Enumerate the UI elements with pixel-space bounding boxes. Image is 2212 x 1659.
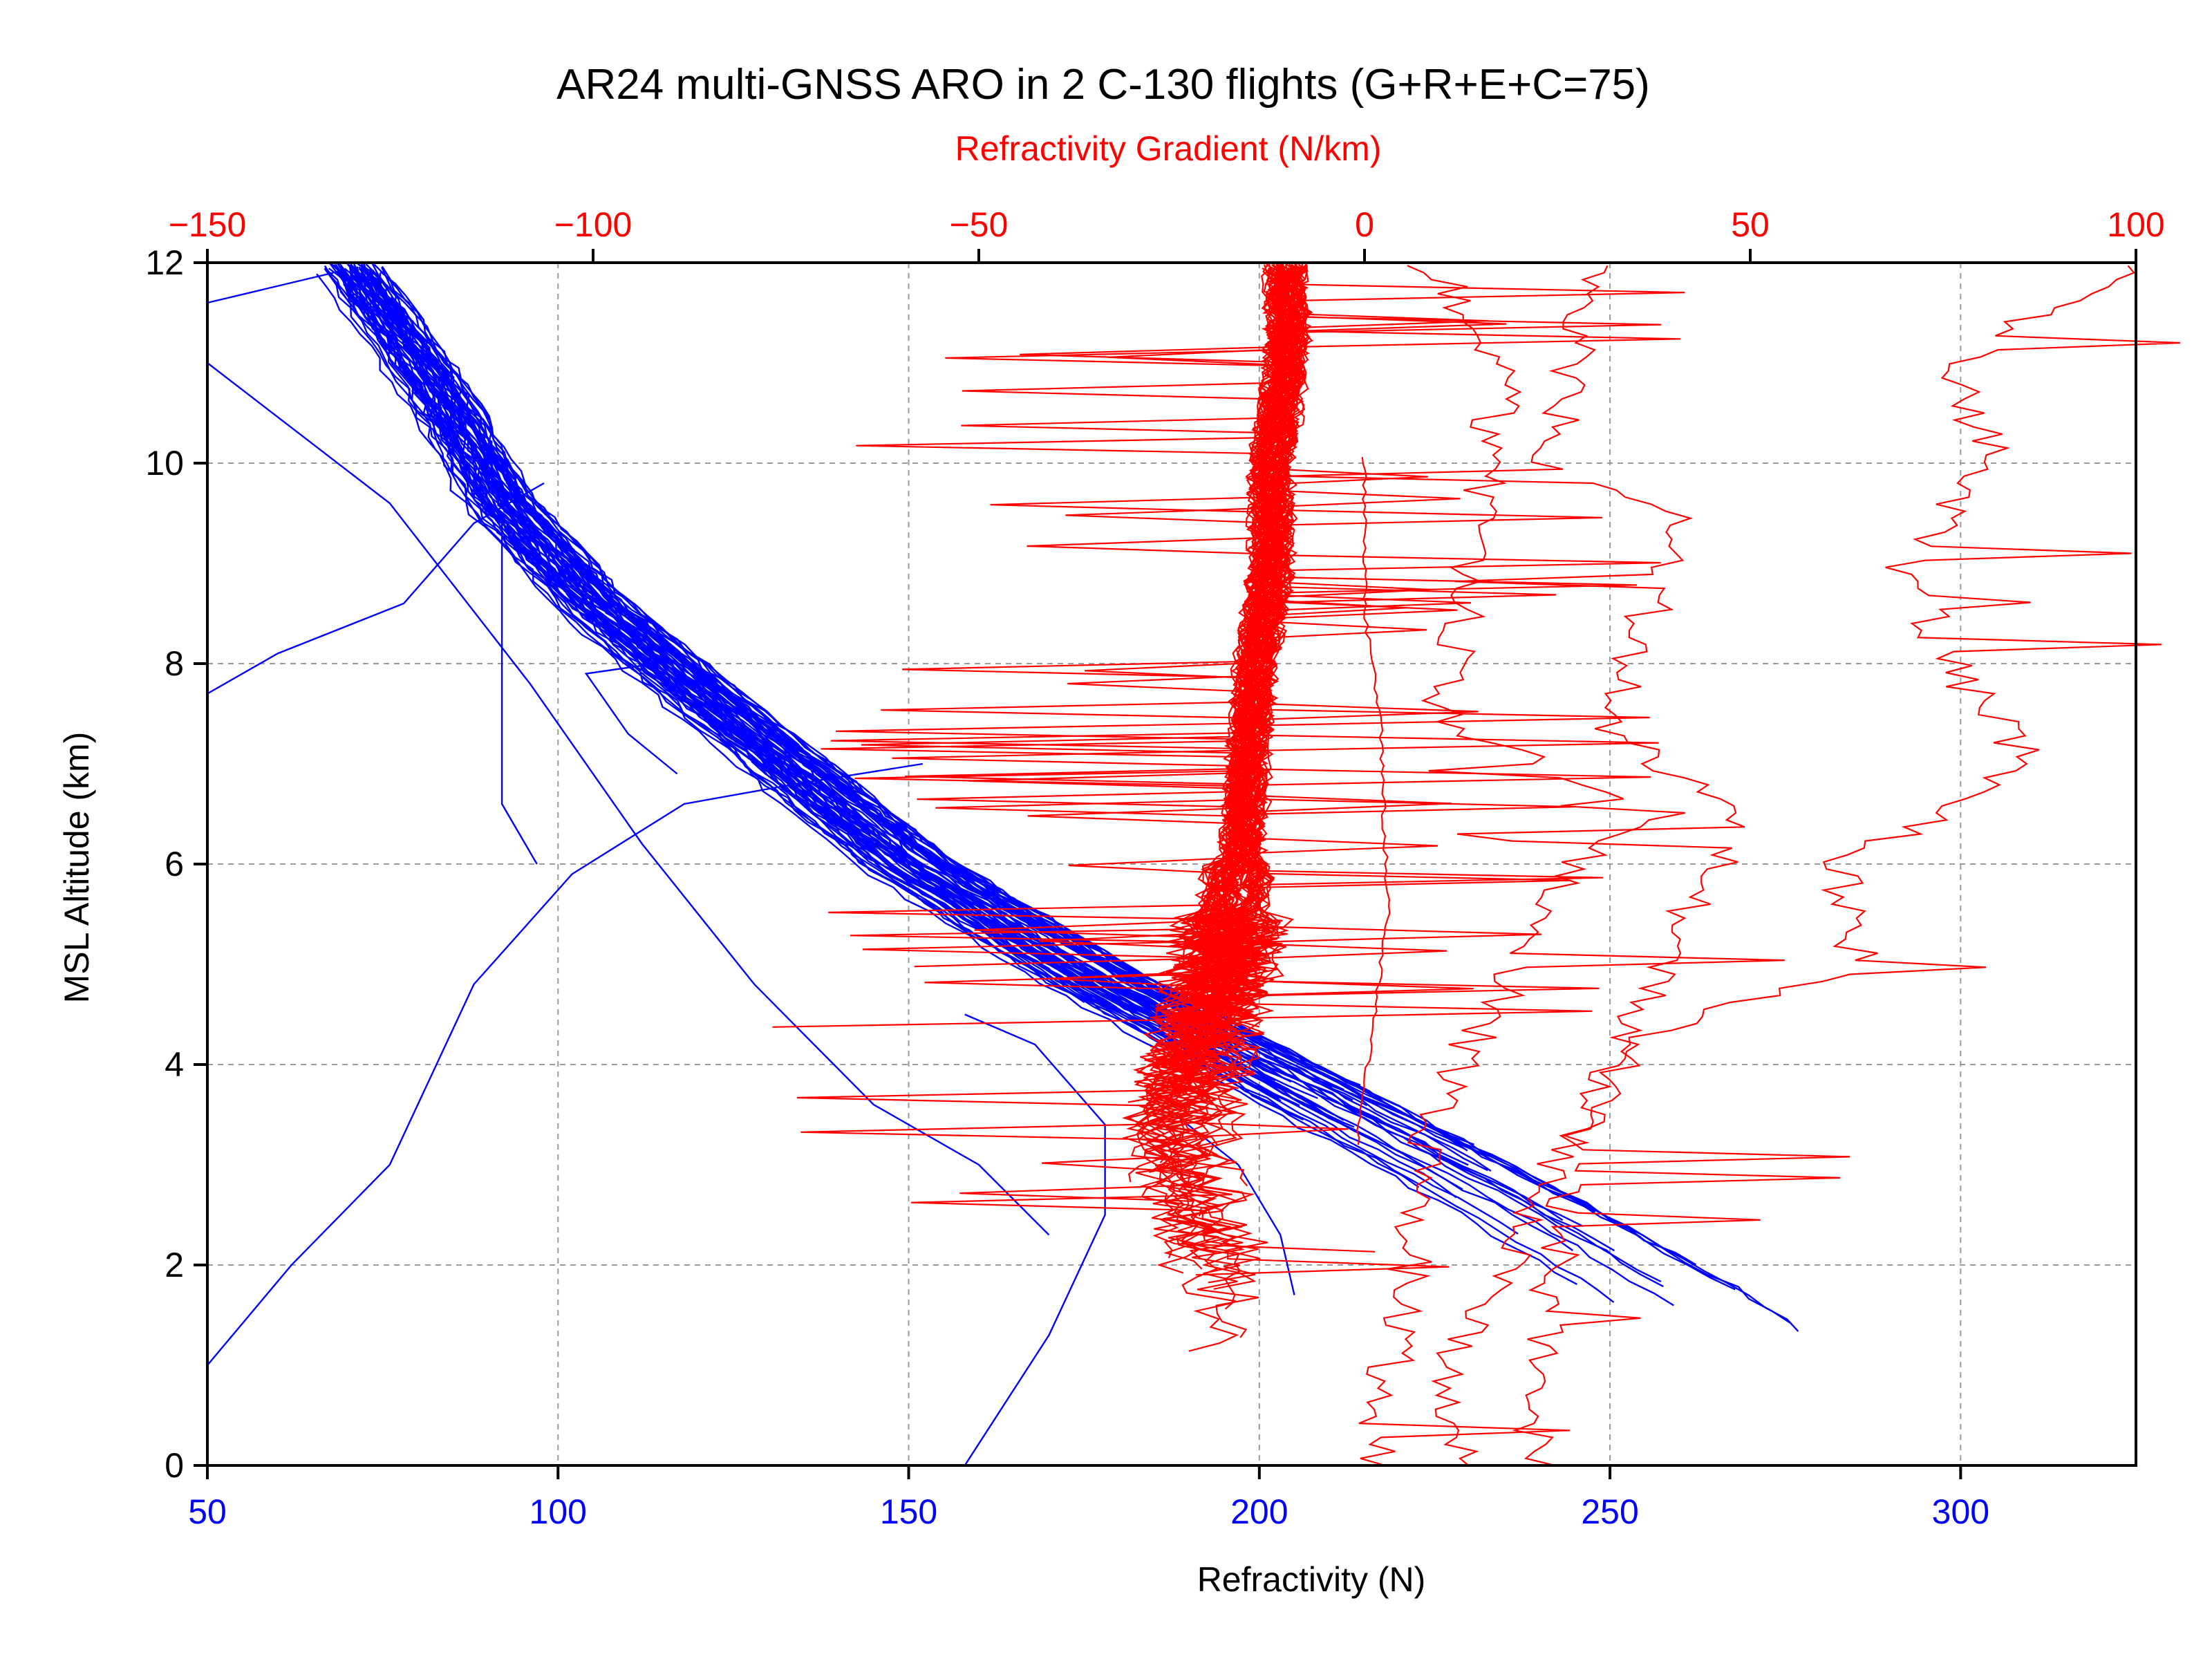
top-tick-label: −150 [169, 205, 247, 244]
gradient-profile-outlier [1356, 457, 1391, 1145]
refractivity-profile-outlier [500, 523, 538, 865]
refractivity-profile [337, 268, 1280, 1100]
y-tick-label: 8 [165, 644, 184, 683]
y-tick-label: 6 [165, 845, 184, 883]
gradient-profile [1180, 262, 1311, 1290]
top-tick-label: −50 [950, 205, 1009, 244]
bottom-axis-label: Refractivity (N) [1197, 1560, 1426, 1599]
chart-title: AR24 multi-GNSS ARO in 2 C-130 flights (… [556, 61, 1650, 109]
gradient-profile [796, 263, 1286, 1259]
gradient-profile [1042, 265, 1295, 1204]
gradient-profile [1197, 263, 1309, 1051]
gradient-profile [1155, 270, 1286, 1016]
y-tick-label: 10 [145, 444, 184, 482]
refractivity-profile [358, 266, 1736, 1291]
bottom-tick-label: 150 [880, 1492, 937, 1531]
refractivity-profile [350, 263, 1615, 1252]
refractivity-profile-outlier [207, 362, 1050, 1236]
refractivity-profile [337, 263, 1356, 1131]
gradient-profile [1219, 268, 1685, 967]
top-tick-label: −100 [554, 205, 632, 244]
gradient-profile [1147, 265, 1297, 1141]
refractivity-series [207, 262, 1799, 1466]
gradient-profile [924, 268, 1542, 1071]
gradient-profile-outlier [1285, 265, 1850, 1467]
gradient-profile-outlier [1358, 265, 1785, 1467]
top-tick-label: 100 [2107, 205, 2164, 244]
refractivity-profile [366, 270, 1662, 1283]
y-axis-label: MSL Altitude (km) [57, 732, 96, 1004]
y-tick-label: 12 [145, 243, 184, 282]
refractivity-profile [381, 266, 1361, 1086]
refractivity-profile-outlier [207, 272, 334, 304]
refractivity-profile [348, 264, 1201, 1035]
gradient-profile-outlier [1431, 265, 2181, 1466]
refractivity-profile [341, 271, 1519, 1235]
refractivity-profile [324, 265, 1304, 1121]
bottom-tick-label: 300 [1932, 1492, 1989, 1531]
top-tick-label: 0 [1355, 205, 1374, 244]
bottom-tick-label: 250 [1581, 1492, 1638, 1531]
y-tick-label: 2 [165, 1246, 184, 1284]
refractivity-profile-outlier [584, 662, 678, 775]
gradient-profile [1156, 265, 1661, 1109]
refractivity-profile-outlier [1174, 1114, 1295, 1295]
refractivity-profile-outlier [964, 1013, 1106, 1466]
bottom-tick-label: 100 [529, 1492, 587, 1531]
y-tick-label: 4 [165, 1045, 184, 1084]
refractivity-profile-outlier [207, 482, 545, 695]
refractivity-profile [353, 263, 1584, 1228]
refractivity-profile [379, 271, 1199, 1006]
gradient-profile [1147, 267, 1284, 1103]
refractivity-profile-outlier [207, 762, 923, 1366]
bottom-tick-label: 50 [188, 1492, 227, 1531]
y-tick-label: 0 [165, 1446, 184, 1485]
top-axis-label: Refractivity Gradient (N/km) [955, 129, 1382, 168]
gradient-profile [1067, 266, 1293, 973]
top-tick-label: 50 [1731, 205, 1770, 244]
bottom-tick-label: 200 [1230, 1492, 1288, 1531]
gradient-series [772, 262, 2181, 1467]
